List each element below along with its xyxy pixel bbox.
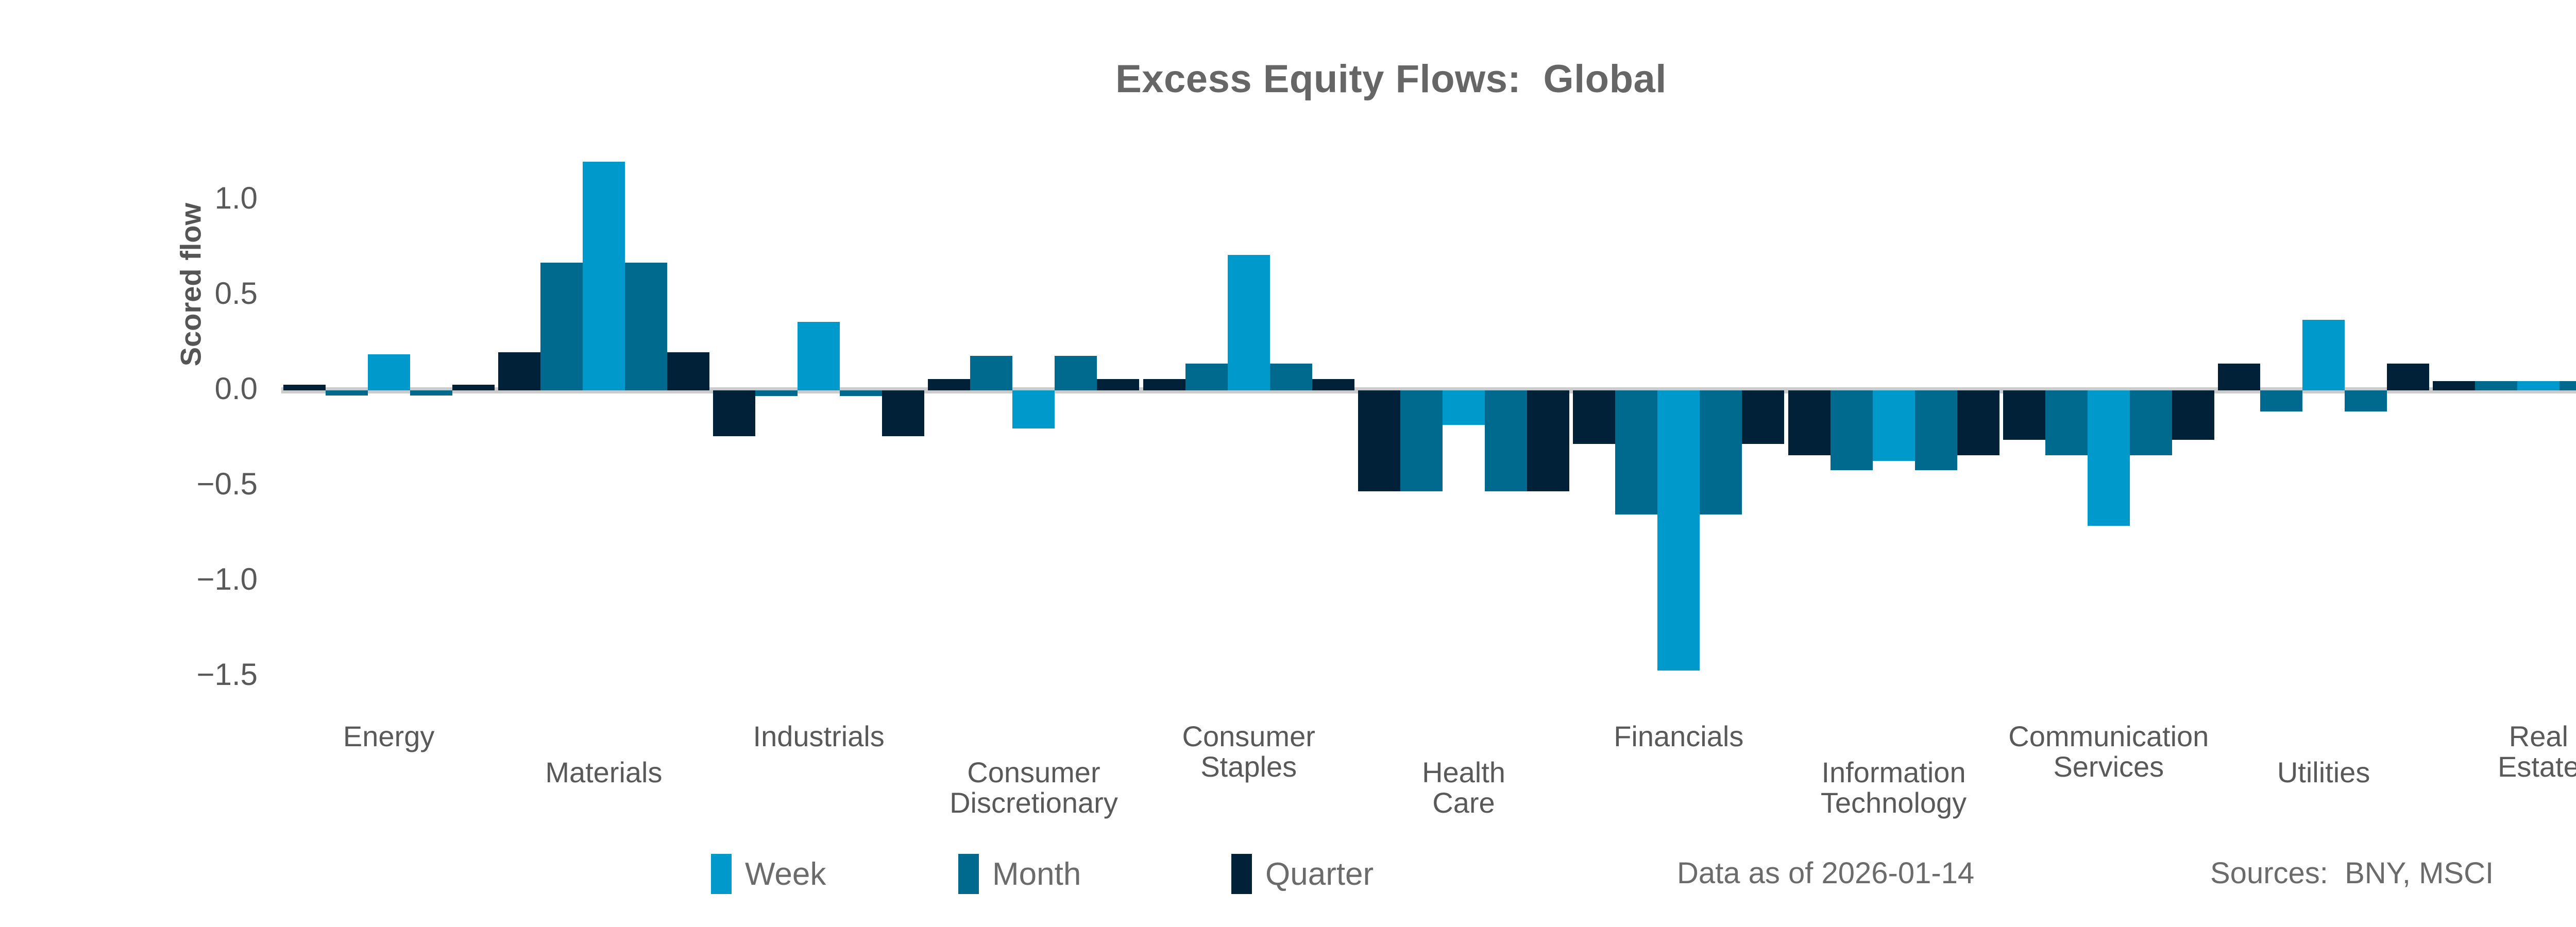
legend-item-month[interactable]: Month [958, 854, 1081, 894]
x-tick-label: Financials [1614, 720, 1744, 752]
legend-swatch-quarter-icon [1231, 854, 1252, 894]
legend-swatch-week-icon [711, 854, 732, 894]
bar-quarter-energy [452, 384, 495, 390]
legend-item-quarter[interactable]: Quarter [1231, 854, 1374, 894]
bar-quarter-consumer-discretionary [1097, 379, 1140, 390]
x-tick-label: Consumer Staples [1182, 720, 1315, 783]
sources-note: Sources: BNY, MSCI [2210, 856, 2494, 890]
bar-quarter-consumer-staples [1312, 379, 1354, 390]
chart-title: Excess Equity Flows: Global [1115, 57, 1667, 101]
bar-quarter-health-care [1527, 390, 1569, 492]
data-as-of-note: Data as of 2026-01-14 [1677, 856, 1975, 890]
bar-month-consumer-discretionary [1055, 356, 1097, 390]
x-tick-label: Real Estate [2497, 720, 2576, 783]
bar-quarter-materials [498, 352, 540, 390]
bar-month-financials [1615, 390, 1658, 514]
y-tick-label: −0.5 [196, 467, 258, 501]
x-tick-label: Utilities [2277, 756, 2370, 788]
bar-month-materials [540, 263, 583, 390]
bar-quarter-consumer-discretionary [928, 379, 971, 390]
bar-week-utilities [2302, 320, 2345, 390]
y-tick-label: −1.0 [196, 562, 258, 596]
x-tick-label: Information Technology [1820, 756, 1967, 819]
bar-month-utilities [2345, 390, 2387, 411]
chart-legend: Week Month Quarter [0, 845, 2576, 906]
x-tick-label: Energy [343, 720, 435, 752]
legend-swatch-month-icon [958, 854, 979, 894]
bar-quarter-energy [283, 384, 326, 390]
bar-quarter-utilities [2387, 364, 2430, 390]
bar-month-real-estate [2560, 381, 2576, 390]
legend-label: Week [745, 856, 826, 892]
legend-label: Month [992, 856, 1081, 892]
y-tick-label: −1.5 [196, 657, 258, 692]
y-tick-label: 1.0 [214, 181, 258, 215]
bar-week-consumer-discretionary [1012, 390, 1055, 428]
bar-month-communication-services [2045, 390, 2088, 455]
bar-week-information-technology [1872, 390, 1915, 461]
bar-month-communication-services [2129, 390, 2172, 455]
bar-week-consumer-staples [1227, 255, 1270, 390]
bar-month-information-technology [1830, 390, 1873, 471]
bar-week-financials [1657, 390, 1700, 671]
bar-month-energy [410, 390, 452, 396]
bar-quarter-communication-services [2003, 390, 2045, 440]
bar-quarter-industrials [882, 390, 925, 436]
bar-week-health-care [1443, 390, 1485, 425]
bar-week-real-estate [2517, 381, 2560, 390]
bar-month-health-care [1485, 390, 1527, 492]
bar-month-consumer-staples [1185, 364, 1228, 390]
x-tick-label: Health Care [1422, 756, 1505, 819]
bar-quarter-communication-services [2172, 390, 2214, 440]
bar-quarter-materials [667, 352, 709, 390]
bar-month-consumer-discretionary [970, 356, 1013, 390]
bar-quarter-industrials [713, 390, 756, 436]
bar-quarter-consumer-staples [1143, 379, 1185, 390]
bar-month-health-care [1400, 390, 1443, 492]
x-tick-label: Materials [545, 756, 663, 788]
bar-month-energy [325, 390, 368, 396]
bar-quarter-financials [1573, 390, 1616, 444]
bar-quarter-health-care [1358, 390, 1400, 492]
bar-quarter-information-technology [1957, 390, 1999, 455]
x-tick-label: Consumer Discretionary [950, 756, 1118, 819]
bar-month-industrials [840, 390, 883, 397]
legend-item-week[interactable]: Week [711, 854, 826, 894]
bar-quarter-financials [1742, 390, 1785, 444]
bar-week-industrials [798, 321, 840, 390]
bar-week-materials [582, 162, 625, 390]
bar-month-information-technology [1914, 390, 1957, 471]
bar-month-industrials [755, 390, 798, 397]
bar-quarter-information-technology [1788, 390, 1831, 455]
bar-month-consumer-staples [1269, 364, 1312, 390]
x-tick-label: Industrials [753, 720, 885, 752]
bar-month-materials [624, 263, 667, 390]
bar-quarter-real-estate [2433, 381, 2476, 390]
plot-area [281, 154, 2576, 700]
x-tick-label: Communication Services [2008, 720, 2209, 783]
legend-label: Quarter [1265, 856, 1374, 892]
bar-week-energy [367, 354, 410, 390]
bar-month-financials [1700, 390, 1742, 514]
bar-month-utilities [2260, 390, 2303, 411]
bar-month-real-estate [2475, 381, 2518, 390]
y-tick-label: 0.5 [214, 276, 258, 311]
bar-quarter-utilities [2218, 364, 2261, 390]
y-tick-label: 0.0 [214, 371, 258, 406]
bar-week-communication-services [2087, 390, 2130, 526]
